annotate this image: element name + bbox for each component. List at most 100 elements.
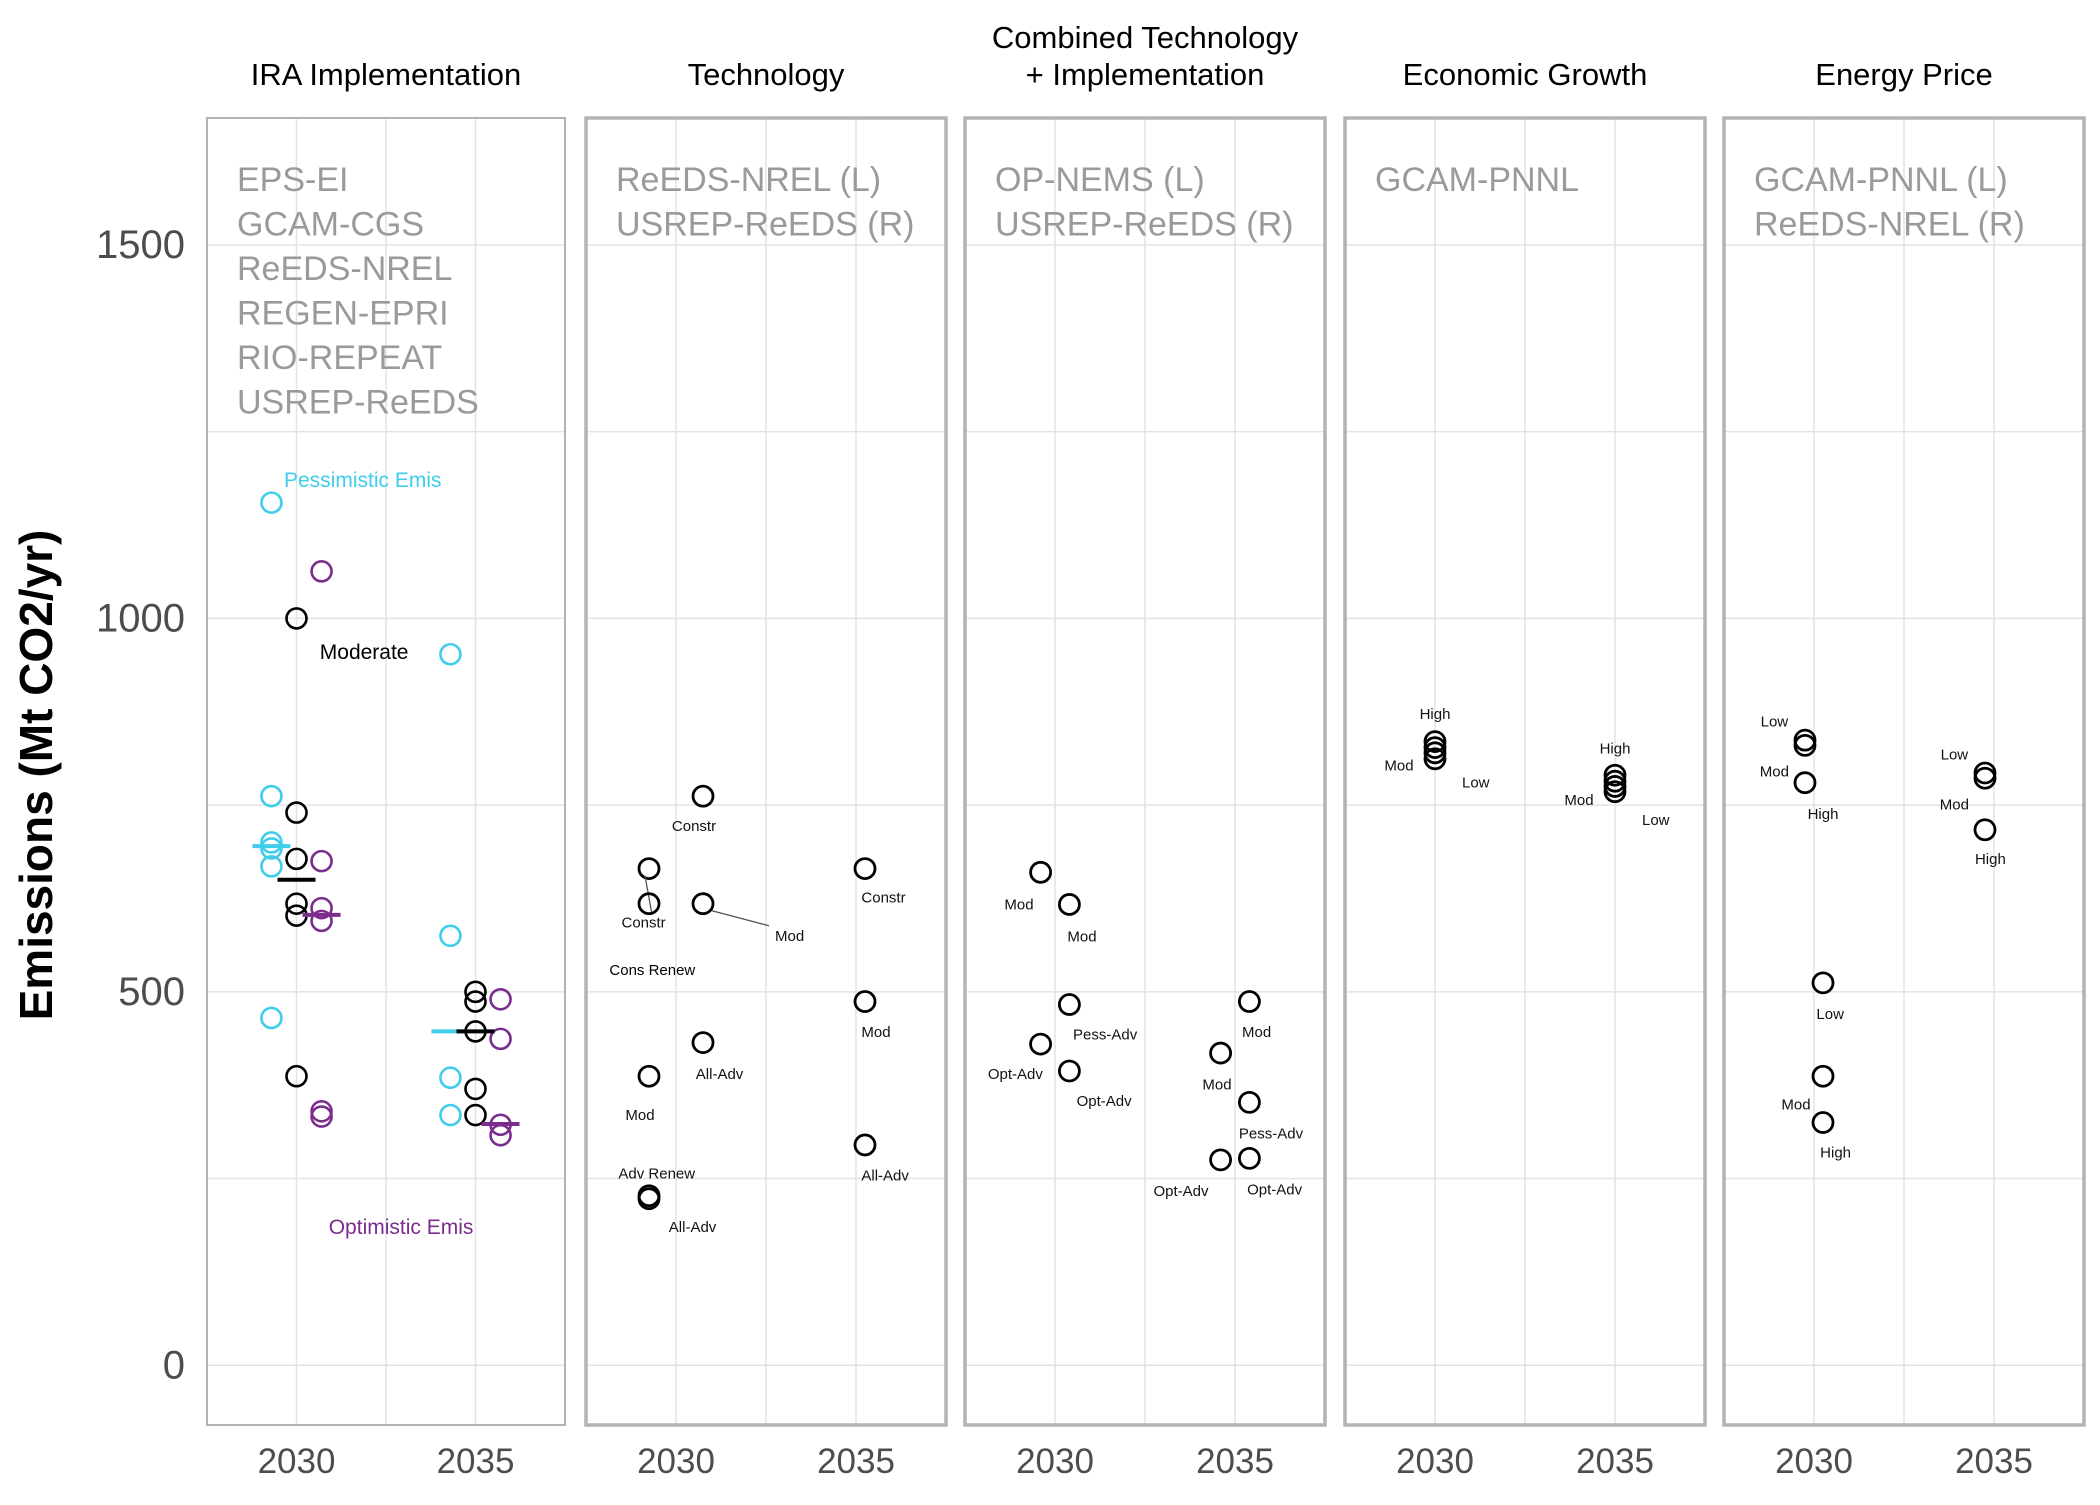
panel-grid [965, 118, 1325, 1425]
data-point-label: High [1420, 706, 1451, 723]
data-point [1058, 993, 1081, 1016]
data-point-moderate [285, 847, 308, 871]
data-point [1238, 1090, 1261, 1114]
facet-title: + Implementation [1026, 57, 1265, 92]
facet-title: Combined Technology [992, 20, 1299, 55]
data-point-optimistic [310, 849, 333, 873]
annotation-label: Cons Renew [609, 962, 695, 979]
data-point-label: Pess-Adv [1073, 1026, 1138, 1043]
annotation-label: Moderate [320, 641, 409, 664]
panel-grid [586, 118, 946, 1425]
data-point [1209, 1041, 1232, 1065]
data-point [1973, 818, 1997, 842]
facet-title: Technology [688, 57, 845, 92]
facet-panel: Combined Technology+ Implementation OP-NE… [963, 20, 1327, 1481]
data-point [691, 1031, 715, 1055]
data-point [853, 990, 877, 1013]
x-tick-label: 2030 [1396, 1442, 1474, 1481]
model-name: GCAM-CGS [237, 206, 424, 244]
x-tick-label: 2035 [1576, 1442, 1654, 1481]
data-point-moderate [464, 990, 487, 1013]
data-point-label: Mod [1384, 758, 1413, 775]
model-name: ReEDS-NREL (R) [1754, 206, 2025, 244]
x-tick-label: 2035 [437, 1442, 515, 1481]
panel-frame [1722, 116, 2086, 1427]
x-tick-label: 2035 [817, 1442, 895, 1481]
data-point-label: Mod [1242, 1024, 1271, 1041]
data-point-label: Opt-Adv [1247, 1182, 1303, 1199]
data-point-label: Mod [775, 928, 804, 945]
data-point [1793, 771, 1817, 795]
data-point-moderate [285, 607, 308, 630]
data-point-pessimistic [439, 1103, 462, 1127]
data-point [1238, 990, 1261, 1013]
model-name: USREP-ReEDS [237, 384, 479, 422]
data-point-pessimistic [260, 491, 283, 514]
data-point-moderate [464, 1103, 487, 1127]
data-point-label: Constr [622, 914, 666, 931]
data-point [691, 784, 715, 808]
data-point-label: Mod [1760, 764, 1789, 781]
model-name: OP-NEMS (L) [995, 161, 1205, 199]
data-point [637, 1064, 661, 1088]
model-name: GCAM-PNNL [1375, 161, 1579, 199]
panel-frame [206, 117, 566, 1426]
data-point-pessimistic [439, 1066, 462, 1090]
facet-panel: Energy Price GCAM-PNNL (L) ReEDS-NREL (R) 2… [1722, 57, 2086, 1481]
model-name: USREP-ReEDS (R) [995, 206, 1293, 244]
facet-panel: Economic Growth GCAM-PNNL 2030 2035 High Mod L… [1343, 57, 1707, 1481]
data-point [1423, 741, 1447, 765]
panel-grid [1345, 118, 1705, 1425]
data-point [637, 1187, 661, 1211]
x-tick-label: 2030 [1775, 1442, 1853, 1481]
panel-frame [963, 116, 1327, 1427]
data-point-optimistic [310, 560, 333, 583]
model-name: RIO-REPEAT [237, 339, 442, 377]
data-point-label: Pess-Adv [1239, 1126, 1304, 1143]
model-name: GCAM-PNNL (L) [1754, 161, 2008, 199]
data-point-pessimistic [260, 1006, 283, 1030]
panel-frame [1343, 116, 1707, 1427]
data-point-label: High [1600, 740, 1631, 757]
model-name: USREP-ReEDS (R) [616, 206, 914, 244]
data-point-moderate [285, 801, 308, 824]
model-name: EPS-EI [237, 161, 348, 199]
data-point-moderate [285, 1064, 308, 1088]
data-point-label: Low [1642, 812, 1670, 829]
data-point-moderate [464, 980, 487, 1004]
data-point-pessimistic [439, 642, 462, 666]
data-point-optimistic [489, 1027, 512, 1051]
data-point [637, 892, 661, 916]
x-tick-label: 2030 [258, 1442, 336, 1481]
data-point-label: High [1975, 851, 2006, 868]
data-point [637, 857, 661, 880]
x-tick-label: 2030 [1016, 1442, 1094, 1481]
data-point-label: Low [1462, 775, 1490, 792]
data-point-label: Low [1941, 746, 1969, 763]
data-point-label: Low [1816, 1006, 1844, 1023]
x-tick-label: 2030 [637, 1442, 715, 1481]
data-point [1238, 1146, 1261, 1170]
data-point [1058, 1059, 1081, 1083]
panel-grid [207, 118, 565, 1425]
data-point-label: High [1808, 806, 1839, 823]
annotation-label: Pessimistic Emis [284, 469, 442, 492]
data-point [1029, 860, 1052, 884]
y-tick-label: 0 [163, 1343, 185, 1387]
data-point-label: Mod [1564, 792, 1593, 809]
data-point-pessimistic [260, 831, 283, 854]
data-point-label: High [1820, 1144, 1851, 1161]
data-point-label: Mod [1202, 1076, 1231, 1093]
facet-title: IRA Implementation [251, 57, 522, 92]
data-point-pessimistic [439, 924, 462, 948]
data-point-label: Mod [1067, 929, 1096, 946]
facet-title: Energy Price [1815, 57, 1992, 92]
data-point [1209, 1148, 1232, 1172]
data-point-optimistic [489, 987, 512, 1011]
model-name: ReEDS-NREL [237, 250, 452, 288]
data-point-optimistic [310, 896, 333, 920]
data-point-label: Adv Renew [618, 1165, 695, 1182]
data-point [1811, 1064, 1835, 1088]
